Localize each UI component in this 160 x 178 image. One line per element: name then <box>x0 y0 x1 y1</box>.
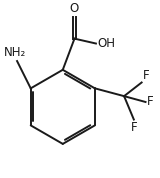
Text: F: F <box>131 121 137 134</box>
Text: F: F <box>143 69 149 82</box>
Text: F: F <box>147 95 153 108</box>
Text: NH₂: NH₂ <box>4 46 26 59</box>
Text: OH: OH <box>97 37 115 50</box>
Text: O: O <box>70 2 79 15</box>
